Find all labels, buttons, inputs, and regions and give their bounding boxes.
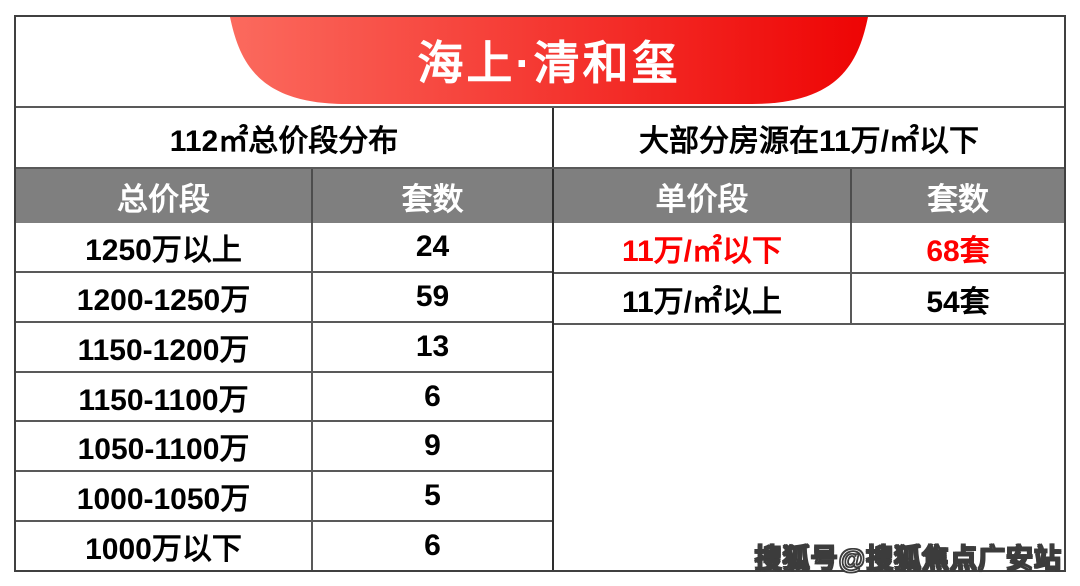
unit-price-range-cell: 11万/㎡以上 <box>554 274 852 323</box>
col-header-total-price: 总价段 <box>16 169 313 223</box>
price-range-cell: 1250万以上 <box>16 223 313 271</box>
table-row: 1250万以上 24 <box>16 223 552 273</box>
page-title: 海上·清和玺 <box>417 36 681 89</box>
unit-count-cell: 68套 <box>926 234 990 268</box>
right-section-title: 大部分房源在11万/㎡以下 <box>638 124 980 158</box>
watermark: 搜狐号@搜狐焦点广安站 <box>754 543 1062 574</box>
section-title-row: 112㎡总价段分布 大部分房源在11万/㎡以下 <box>16 108 1064 169</box>
table-row: 1050-1100万 9 <box>16 422 552 473</box>
col-header-units-left: 套数 <box>313 169 554 223</box>
right-table-body: 11万/㎡以下 68套 11万/㎡以上 54套 <box>554 223 1064 570</box>
empty-area <box>554 325 1064 570</box>
unit-count-cell: 54套 <box>926 285 990 319</box>
price-table: 海上·清和玺 112㎡总价段分布 大部分房源在11万/㎡以下 总价段 套数 单价… <box>14 15 1066 572</box>
column-header-row: 总价段 套数 单价段 套数 <box>16 169 1064 223</box>
table-row-highlighted: 11万/㎡以下 68套 <box>554 223 1064 274</box>
table-row: 1000万以下 6 <box>16 522 552 571</box>
table-row: 1150-1200万 13 <box>16 322 552 373</box>
price-range-cell: 1000万以下 <box>16 522 313 571</box>
price-range-cell: 1050-1100万 <box>16 422 313 471</box>
table-row: 11万/㎡以上 54套 <box>554 274 1064 325</box>
left-section-title: 112㎡总价段分布 <box>16 108 554 167</box>
ribbon-banner: 海上·清和玺 <box>230 17 868 106</box>
col-header-unit-price: 单价段 <box>554 169 852 223</box>
table-row: 1150-1100万 6 <box>16 372 552 423</box>
table-row: 1200-1250万 59 <box>16 272 552 323</box>
banner-row: 海上·清和玺 <box>16 17 1064 108</box>
ribbon-shape <box>230 17 868 104</box>
price-range-cell: 1150-1200万 <box>16 322 313 371</box>
table-body: 1250万以上 24 1200-1250万 59 1150-1200万 13 1… <box>16 223 1064 571</box>
price-range-cell: 1200-1250万 <box>16 272 313 321</box>
price-range-cell: 1150-1100万 <box>16 372 313 421</box>
left-table-body: 1250万以上 24 1200-1250万 59 1150-1200万 13 1… <box>16 223 554 571</box>
unit-count-cell: 6 <box>424 379 441 413</box>
price-range-cell: 1000-1050万 <box>16 472 313 521</box>
unit-count-cell: 13 <box>415 329 450 363</box>
unit-price-range-cell: 11万/㎡以下 <box>554 223 852 272</box>
unit-count-cell: 6 <box>424 529 441 563</box>
unit-count-cell: 9 <box>424 429 441 463</box>
col-header-units-right: 套数 <box>927 181 989 217</box>
unit-count-cell: 5 <box>424 479 441 513</box>
unit-count-cell: 24 <box>415 229 450 263</box>
unit-count-cell: 59 <box>415 279 450 313</box>
table-row: 1000-1050万 5 <box>16 472 552 523</box>
